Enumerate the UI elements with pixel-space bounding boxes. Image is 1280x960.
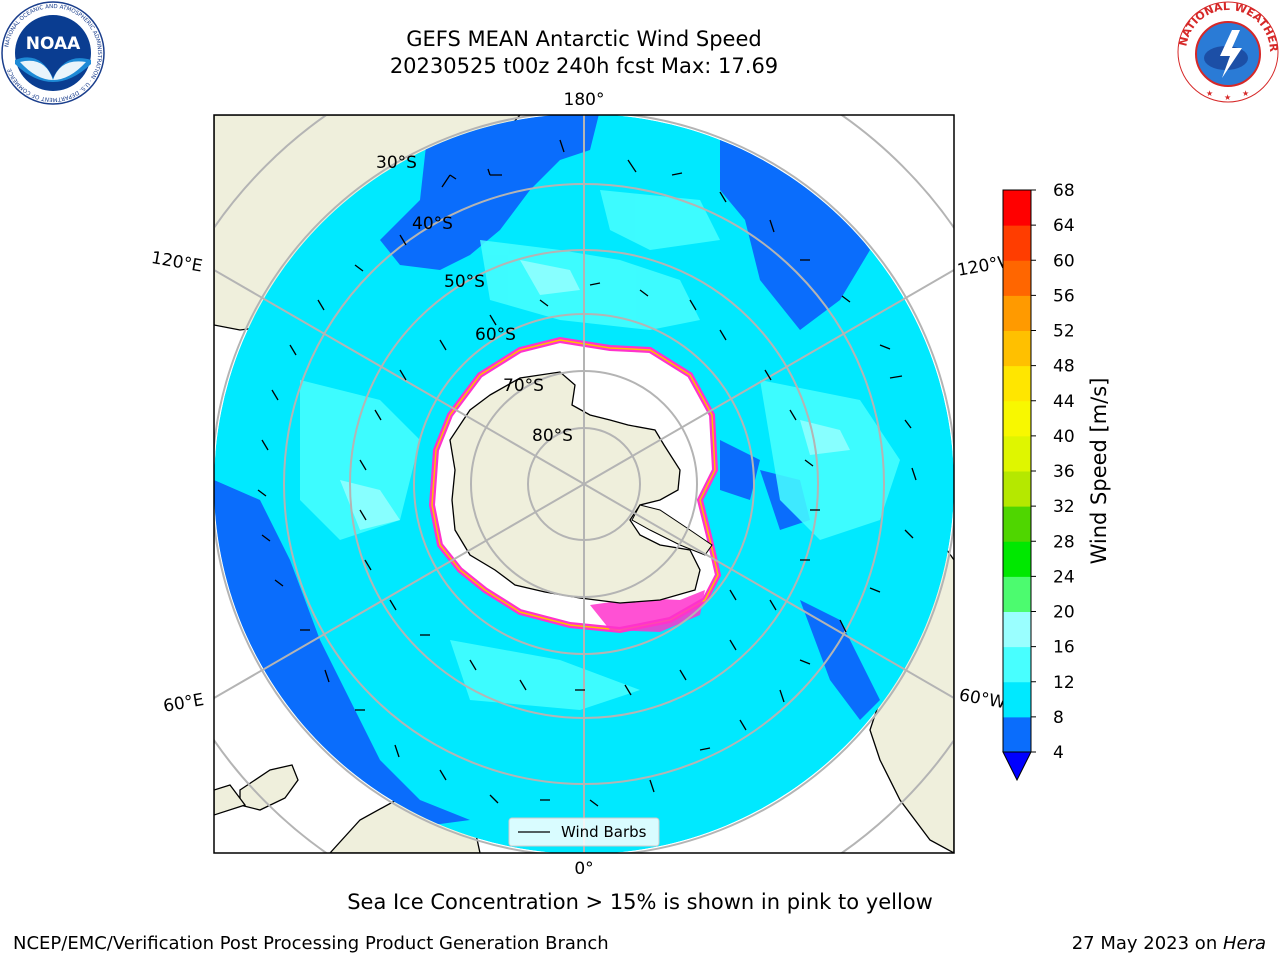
lat-label-30s: 30°S [376, 153, 417, 173]
colorbar-segment [1003, 611, 1031, 648]
lat-label-40s: 40°S [412, 214, 453, 234]
lat-label-80s: 80°S [532, 426, 573, 446]
colorbar-segment [1003, 190, 1031, 226]
colorbar-tick-label: 8 [1053, 708, 1064, 728]
colorbar-tick-label: 40 [1053, 427, 1075, 447]
map-frame [213, 114, 955, 854]
colorbar-segment [1003, 716, 1031, 753]
lon-label-bottom: 0° [574, 859, 593, 879]
colorbar-tick-label: 4 [1053, 743, 1064, 763]
colorbar-tick-label: 68 [1053, 181, 1075, 201]
colorbar-tick-label: 28 [1053, 532, 1075, 552]
svg-text:★: ★ [1206, 89, 1213, 98]
footer-date: 27 May 2023 on Hera [1072, 933, 1266, 954]
chart-title-line1: GEFS MEAN Antarctic Wind Speed [406, 27, 762, 51]
svg-text:★: ★ [1242, 89, 1249, 98]
colorbar-tick-label: 24 [1053, 567, 1075, 587]
colorbar-segment [1003, 576, 1031, 612]
colorbar-tick-label: 32 [1053, 497, 1075, 517]
chart-title-line2: 20230525 t00z 240h fcst Max: 17.69 [389, 54, 779, 78]
footer-branch: NCEP/EMC/Verification Post Processing Pr… [13, 933, 609, 954]
colorbar-segment [1003, 646, 1031, 683]
lon-label-lower-right: 60°W [957, 685, 1007, 713]
colorbar-segment [1003, 225, 1031, 261]
colorbar-segment [1003, 365, 1031, 402]
noaa-text: NOAA [26, 34, 81, 54]
sea-ice-weddell [590, 590, 705, 632]
colorbar-tick-label: 48 [1053, 357, 1075, 377]
antarctica-land [449, 371, 701, 604]
colorbar-tick-label: 64 [1053, 216, 1075, 236]
colorbar-segment [1003, 681, 1031, 718]
colorbar-tick-label: 12 [1053, 673, 1075, 693]
colorbar-segment [1003, 400, 1031, 437]
colorbar-tick-label: 20 [1053, 603, 1075, 623]
wind-speed-peak-zones [340, 260, 850, 530]
lon-label-upper-left: 120°E [150, 248, 204, 277]
lat-label-60s: 60°S [475, 325, 516, 345]
lat-label-70s: 70°S [503, 376, 544, 396]
svg-text:★: ★ [1224, 93, 1231, 102]
colorbar-segment [1003, 330, 1031, 367]
wind-barbs [257, 139, 917, 807]
colorbar-tick-label: 36 [1053, 462, 1075, 482]
colorbar-tick-label: 44 [1053, 392, 1075, 412]
legend-label-wind-barbs: Wind Barbs [561, 823, 647, 841]
nws-logo-icon: NATIONAL WEATHER SERVICE ★ ★ ★ [1176, 0, 1280, 103]
colorbar-segment [1003, 260, 1031, 296]
colorbar-tick-label: 56 [1053, 286, 1075, 306]
colorbar-tick-label: 16 [1053, 638, 1075, 658]
footer-machine: Hera [1222, 933, 1266, 954]
colorbar-segment [1003, 506, 1031, 542]
colorbar-tick-label: 52 [1053, 322, 1075, 342]
lat-label-50s: 50°S [444, 272, 485, 292]
wind-speed-high-zones [300, 190, 900, 710]
noaa-logo-icon: NATIONAL OCEANIC AND ATMOSPHERIC ADMINIS… [1, 1, 105, 105]
colorbar-segment [1003, 471, 1031, 507]
colorbar-label: Wind Speed [m/s] [1087, 378, 1111, 565]
colorbar-extend-arrow [1002, 751, 1032, 782]
graticule [214, 115, 954, 853]
colorbar-tick-label: 60 [1053, 251, 1075, 271]
colorbar-segment [1003, 541, 1031, 577]
corner-land-sw [214, 784, 247, 816]
lat-labels: 30°S 40°S 50°S 60°S 70°S 80°S [376, 153, 573, 446]
lon-label-top: 180° [564, 90, 605, 110]
colorbar-segment [1003, 295, 1031, 331]
lon-label-lower-left: 60°E [162, 690, 206, 717]
map-legend: Wind Barbs [508, 817, 660, 847]
sea-ice-caption: Sea Ice Concentration > 15% is shown in … [347, 890, 933, 914]
colorbar-segment [1003, 435, 1031, 472]
footer-date-text: 27 May 2023 on [1071, 933, 1223, 954]
